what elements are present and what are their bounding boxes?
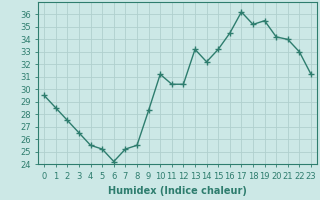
- X-axis label: Humidex (Indice chaleur): Humidex (Indice chaleur): [108, 186, 247, 196]
